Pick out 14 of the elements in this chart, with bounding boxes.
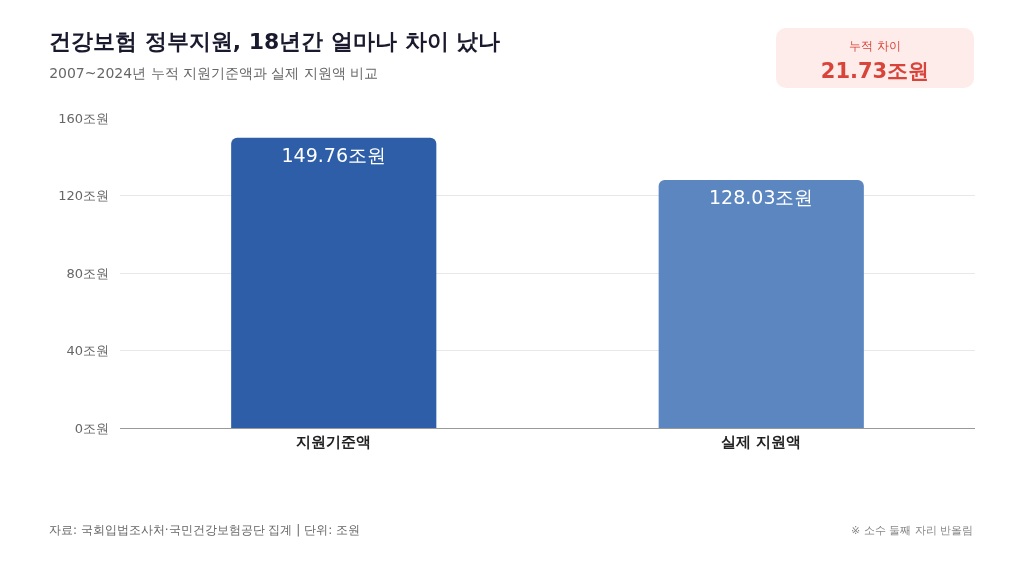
y-tick-label: 0조원 [74,420,109,436]
chart-subtitle: 2007~2024년 누적 지원기준액과 실제 지원액 비교 [49,64,379,81]
y-tick-label: 160조원 [58,110,109,126]
chart-title: 건강보험 정부지원, 18년간 얼마나 차이 났나 [49,28,501,54]
summary-card: 누적 차이 21.73조원 [776,28,974,88]
text: 자료: 국회입법조사처·국민건강보험공단 집계 | 단위: 조원 [49,523,361,537]
text: ※ 소수 둘째 자리 반올림 [851,524,974,537]
y-tick-label: 80조원 [66,265,109,281]
x-tick-label: 실제 지원액 [721,433,802,451]
y-tick-label: 120조원 [58,188,109,204]
y-tick-label: 40조원 [66,343,109,359]
data-label: 149.76조원 [281,143,386,166]
x-tick-label: 지원기준액 [296,433,372,451]
data-label: 128.03조원 [709,185,814,208]
